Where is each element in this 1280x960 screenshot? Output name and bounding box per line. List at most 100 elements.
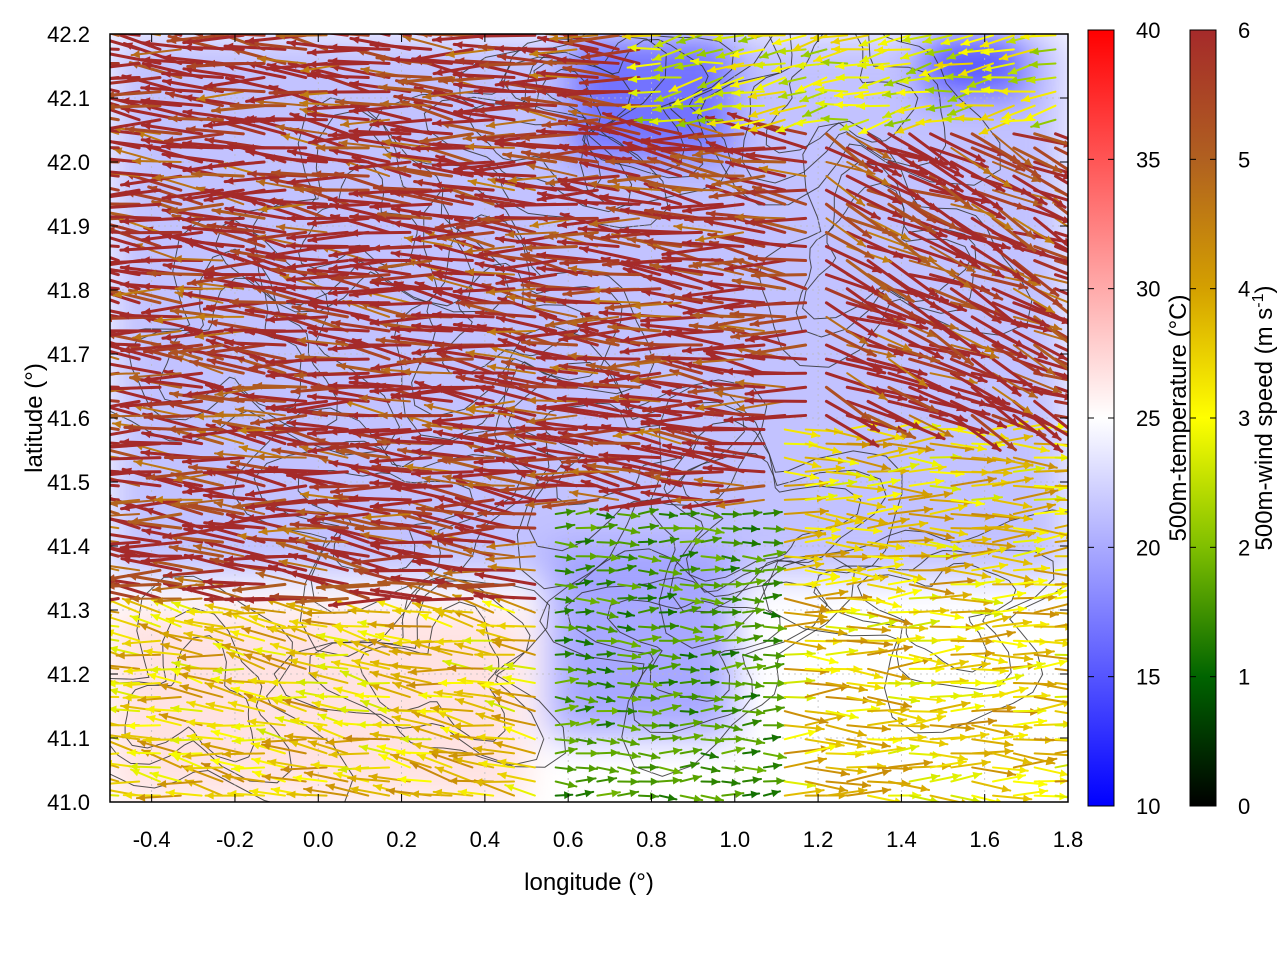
- wind-vector: [396, 748, 432, 757]
- wind-vector: [658, 583, 683, 592]
- wind-vector: [463, 481, 516, 489]
- y-tick-label: 41.9: [47, 214, 90, 239]
- wind-vector: [575, 552, 600, 561]
- wind-vector: [992, 569, 1034, 583]
- x-axis-title: longitude (°): [524, 869, 654, 896]
- wind-vector: [929, 591, 972, 600]
- wind-vector: [499, 484, 558, 494]
- wind-vector: [867, 583, 906, 594]
- wind-vector: [392, 607, 432, 615]
- wind-vector: [1054, 763, 1068, 769]
- wind-vector: [929, 577, 977, 586]
- wind-vector: [617, 766, 641, 775]
- wind-vector: [679, 537, 705, 546]
- wind-vector: [369, 670, 411, 684]
- wind-vector: [596, 666, 615, 675]
- wind-vector: [700, 634, 724, 643]
- wind-vector: [658, 662, 681, 671]
- wind-vector: [244, 552, 308, 561]
- wind-vector: [992, 732, 1029, 741]
- wind-vector: [700, 736, 725, 745]
- wind-vector: [762, 651, 786, 660]
- wind-vector: [1054, 582, 1068, 586]
- wind-vector: [454, 642, 495, 656]
- wind-vector: [188, 502, 245, 516]
- wind-vector: [110, 565, 141, 572]
- wind-vector: [110, 582, 162, 590]
- wind-vector: [700, 597, 724, 606]
- wind-vector: [418, 691, 453, 700]
- wind-vector: [596, 611, 619, 620]
- wind-vector: [274, 715, 307, 727]
- wind-vector: [596, 707, 622, 715]
- wind-vector: [908, 618, 940, 628]
- wind-vector: [333, 639, 370, 656]
- wind-vector: [163, 453, 224, 462]
- wind-vector: [357, 629, 391, 642]
- wind-vector: [992, 752, 1033, 765]
- wind-vector: [762, 538, 784, 547]
- wind-vector: [950, 771, 983, 783]
- wind-vector: [846, 681, 884, 691]
- y-tick-label: 41.7: [47, 342, 90, 367]
- wind-vector: [721, 554, 741, 563]
- wind-vector: [596, 695, 616, 704]
- wind-vector: [637, 568, 659, 577]
- wind-vector: [971, 766, 1017, 778]
- wind-vector: [950, 535, 992, 544]
- wind-vector: [289, 520, 349, 530]
- wind-vector: [328, 750, 370, 759]
- wind-vector: [846, 667, 884, 680]
- wind-vector: [477, 509, 537, 518]
- wind-vector: [658, 554, 681, 563]
- wind-vector: [658, 524, 683, 533]
- wind-vector: [298, 444, 349, 459]
- wind-vector: [410, 725, 453, 741]
- wind-vector: [721, 510, 742, 519]
- terrain-contour: [110, 575, 355, 802]
- wind-vector: [351, 764, 391, 773]
- wind-vector: [170, 704, 203, 713]
- wind-vector: [929, 724, 975, 732]
- wind-vector: [887, 759, 933, 769]
- wind-vector: [303, 770, 349, 783]
- wind-vector: [482, 600, 516, 614]
- wind-vector: [165, 616, 203, 628]
- wind-vector: [303, 786, 349, 797]
- wind-vector: [658, 678, 678, 687]
- wind-vector: [330, 484, 391, 496]
- wind-vector: [825, 513, 864, 525]
- wind-vector: [992, 723, 1033, 732]
- wind-vector: [971, 653, 1008, 665]
- wind-vector: [1033, 659, 1068, 670]
- wind-vector: [384, 622, 432, 630]
- wind-vector: [658, 636, 682, 645]
- wind-vector: [950, 475, 997, 487]
- y-tick-label: 41.2: [47, 662, 90, 687]
- wind-vector: [992, 555, 1033, 567]
- wind-vector: [1054, 469, 1068, 473]
- wind-vector: [742, 653, 763, 662]
- wind-vector: [146, 672, 182, 684]
- wind-vector: [783, 507, 829, 516]
- wind-vector: [617, 724, 641, 732]
- wind-vector: [887, 569, 927, 582]
- wind-vector: [205, 701, 245, 713]
- wind-vector: [505, 34, 516, 37]
- wind-vector: [110, 734, 141, 741]
- wind-vector: [181, 664, 224, 673]
- wind-vector: [679, 719, 703, 727]
- wind-vector: [204, 791, 245, 800]
- wind-vector: [226, 651, 266, 670]
- wind-vector: [700, 678, 720, 687]
- wind-vector: [721, 620, 745, 629]
- wind-vector: [554, 623, 578, 632]
- wind-vector: [256, 728, 286, 741]
- wind-vector: [971, 630, 1016, 642]
- wind-vector: [225, 512, 287, 530]
- wind-vector: [128, 512, 183, 525]
- wind-vector: [929, 611, 964, 621]
- wind-vector: [721, 790, 745, 798]
- wind-vector: [1012, 488, 1059, 501]
- wind-vector: [575, 789, 595, 798]
